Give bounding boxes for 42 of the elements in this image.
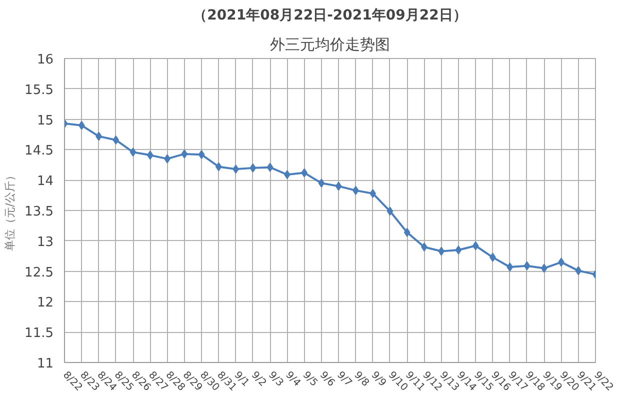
y-tick-label: 11.5 (24, 326, 54, 342)
point (250, 163, 256, 172)
chart-title: （2021年08月22日-2021年09月22日） (193, 8, 467, 24)
point (130, 148, 136, 157)
x-tick-label: 9/2 (248, 370, 268, 389)
point (438, 246, 445, 256)
point (524, 261, 530, 270)
y-tick-label: 11 (36, 356, 54, 372)
point (335, 182, 342, 191)
point (198, 150, 205, 160)
point (386, 206, 394, 216)
y-tick-label: 16 (36, 52, 54, 68)
point (506, 262, 514, 272)
point (318, 178, 325, 188)
y-axis-title: 单位（元/公斤） (4, 170, 17, 251)
point (455, 246, 462, 255)
point (215, 162, 222, 172)
point (78, 120, 85, 130)
x-tick-label: 9/4 (283, 370, 302, 389)
y-tick-label: 12.5 (24, 265, 54, 280)
x-tick-label: 9/6 (317, 370, 337, 389)
y-tick-label: 13.5 (24, 204, 54, 220)
point (266, 162, 274, 172)
point (181, 149, 188, 158)
point (472, 241, 479, 250)
x-tick-label: 9/3 (266, 370, 286, 389)
y-tick-label: 15 (36, 113, 54, 128)
point (112, 135, 120, 144)
x-tick-label: 9/7 (334, 370, 354, 389)
chart-subtitle: 外三元均价走势图 (270, 36, 390, 54)
y-tick-label: 15.5 (24, 82, 54, 98)
x-tick-label: 9/5 (300, 370, 320, 389)
x-tick-label: 9/9 (368, 370, 388, 389)
y-tick-label: 12 (36, 296, 54, 311)
y-tick-label: 13 (36, 234, 54, 250)
point (404, 228, 410, 237)
point (146, 150, 154, 160)
y-tick-label: 14 (36, 174, 54, 190)
x-tick-label: 9/8 (352, 370, 371, 389)
y-tick-label: 14.5 (24, 144, 54, 159)
point (575, 266, 582, 276)
point (540, 264, 548, 273)
